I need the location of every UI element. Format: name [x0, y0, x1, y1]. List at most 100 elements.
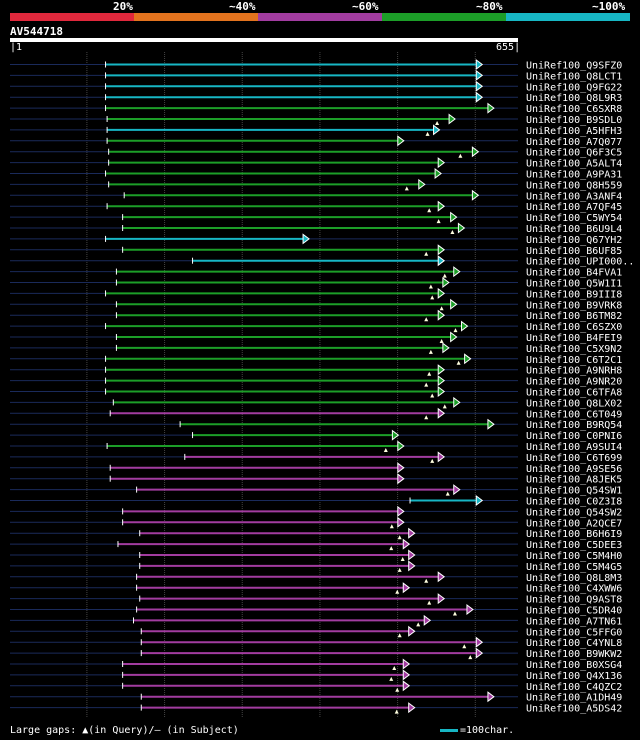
hit-arrow [402, 658, 411, 670]
hit-arrow [471, 146, 480, 158]
hit-arrow [402, 680, 411, 692]
hit-arrow [437, 287, 446, 299]
hit-label: UniRef100_A3ANF4 [526, 191, 622, 202]
hit-label: UniRef100_A5ALT4 [526, 159, 622, 170]
hit-arrow [397, 505, 405, 517]
hit-arrow [475, 80, 484, 92]
hit-label: UniRef100_A7Q077 [526, 137, 622, 148]
gap-marker [397, 535, 402, 540]
gap-marker [428, 284, 433, 289]
gap-marker [462, 644, 467, 649]
gap-marker [452, 611, 457, 616]
hit-arrow [437, 309, 446, 321]
gap-marker [427, 600, 432, 605]
hit-arrow [448, 113, 456, 125]
hit-arrow [475, 91, 484, 103]
hit-label: UniRef100_C5M4G5 [526, 562, 622, 573]
gap-marker [442, 273, 447, 278]
hit-arrow [408, 560, 416, 572]
hit-label: UniRef100_C5WY54 [526, 213, 622, 224]
hit-arrow [450, 331, 458, 343]
hit-arrow [437, 386, 446, 397]
gap-marker [397, 567, 402, 572]
hit-arrow [418, 178, 426, 190]
footer-legend: Large gaps: ▲(in Query)/– (in Subject) [10, 725, 239, 736]
hit-arrow [397, 516, 405, 528]
hit-label: UniRef100_C4YNL8 [526, 638, 622, 649]
hit-arrow [471, 189, 480, 201]
query-bar [10, 38, 518, 42]
hit-label: UniRef100_Q9AST8 [526, 595, 622, 606]
legend-segment [382, 13, 506, 21]
query-end-label: 655| [496, 42, 521, 53]
hit-arrow [408, 549, 416, 561]
hit-arrow [402, 582, 411, 594]
hit-arrow [437, 157, 446, 169]
hit-label: UniRef100_Q5W1I1 [526, 279, 622, 290]
gap-marker [389, 524, 394, 529]
hit-label: UniRef100_C0Z3I8 [526, 497, 622, 508]
hit-arrow [408, 702, 416, 714]
hit-label: UniRef100_UPI000.. [526, 257, 634, 268]
hit-arrow [437, 375, 446, 387]
hit-label: UniRef100_A9NR20 [526, 377, 622, 388]
gap-marker [442, 404, 447, 409]
hit-arrow [402, 538, 411, 550]
hit-arrow [437, 451, 446, 463]
hit-label: UniRef100_A5DS42 [526, 704, 622, 715]
hit-label: UniRef100_Q54SW1 [526, 486, 622, 497]
hit-arrow [450, 211, 458, 223]
gap-marker [392, 666, 397, 670]
hit-arrow [453, 396, 461, 408]
hit-label: UniRef100_C5FFG0 [526, 627, 622, 638]
hit-label: UniRef100_A2QCE7 [526, 518, 622, 529]
hit-label: UniRef100_C6T699 [526, 453, 622, 464]
hit-label: UniRef100_A1DH49 [526, 693, 622, 704]
gap-marker [430, 458, 435, 463]
hit-arrow [437, 593, 446, 605]
gap-marker [389, 546, 394, 551]
hit-label: UniRef100_B6U9L4 [526, 224, 622, 235]
gap-marker [427, 371, 432, 376]
hit-label: UniRef100_C6SXR8 [526, 104, 622, 115]
hit-arrow [475, 495, 484, 506]
hit-arrow [453, 484, 461, 496]
hit-label: UniRef100_Q8L9R3 [526, 93, 622, 104]
hit-label: UniRef100_B9WKW2 [526, 649, 622, 660]
hit-arrow [475, 69, 484, 81]
gap-marker [445, 491, 450, 496]
legend-label: ~100% [592, 0, 626, 13]
hit-label: UniRef100_B6TM82 [526, 311, 622, 322]
hit-label: UniRef100_B9RQ54 [526, 420, 622, 431]
hit-label: UniRef100_A9PA31 [526, 170, 622, 181]
hit-label: UniRef100_C4QZC2 [526, 682, 622, 693]
gap-marker [383, 448, 388, 452]
gap-marker [395, 687, 400, 692]
hit-label: UniRef100_C4XWW6 [526, 584, 622, 595]
hit-arrow [391, 429, 400, 441]
hit-arrow [397, 440, 405, 452]
scale-bar-swatch [440, 728, 458, 732]
gap-marker [450, 230, 455, 234]
hit-label: UniRef100_Q54SW2 [526, 507, 622, 518]
legend-segment [134, 13, 258, 21]
gap-marker [458, 153, 463, 158]
gap-marker [404, 186, 409, 191]
hit-arrow [437, 364, 446, 376]
hit-arrow [475, 59, 484, 70]
hit-label: UniRef100_B9III8 [526, 289, 622, 300]
hit-label: UniRef100_Q8L8M3 [526, 573, 622, 584]
legend-label: ~40% [229, 0, 256, 13]
hit-arrow [397, 462, 405, 474]
gap-marker [456, 360, 461, 365]
legend-segment [258, 13, 382, 21]
hit-label: UniRef100_C6T049 [526, 409, 622, 420]
gap-marker [397, 633, 402, 638]
hit-arrow [461, 320, 469, 332]
hit-arrow [442, 277, 450, 288]
hit-arrow [437, 200, 446, 212]
hit-label: UniRef100_Q6F3C5 [526, 148, 622, 159]
hit-arrow [457, 222, 466, 234]
hit-arrow [487, 418, 495, 430]
